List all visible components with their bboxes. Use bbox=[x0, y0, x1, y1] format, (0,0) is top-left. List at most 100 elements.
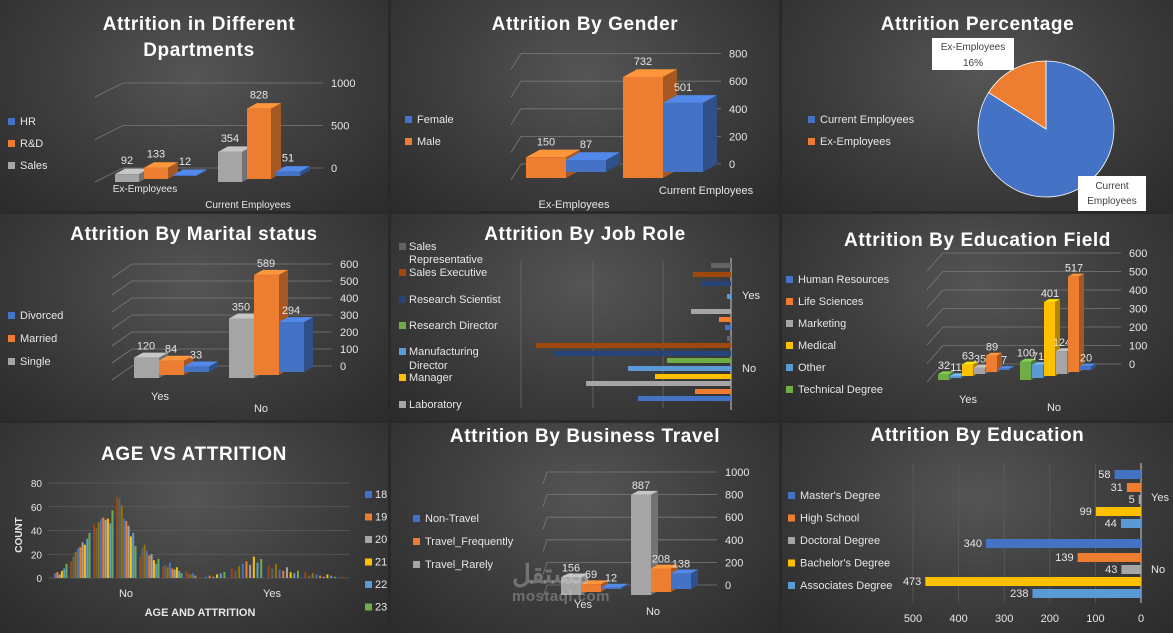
axis-tick-label: 300 bbox=[340, 310, 358, 322]
bar-no bbox=[1032, 589, 1141, 598]
category-label: Ex-Employees bbox=[539, 199, 610, 211]
data-label: 12 bbox=[605, 573, 617, 585]
bar-no bbox=[136, 553, 139, 578]
panel-marital: Attrition By Marital status Divorced Marr… bbox=[0, 214, 388, 420]
bar-yes bbox=[208, 575, 211, 578]
legend-label: Representative bbox=[409, 254, 483, 266]
bar-rd bbox=[247, 103, 281, 179]
bar-yes bbox=[252, 556, 255, 578]
legend-swatch bbox=[808, 116, 815, 123]
data-label: 124 bbox=[1053, 337, 1071, 349]
data-label: 5 bbox=[1129, 494, 1135, 506]
bar-nontravel-front bbox=[601, 587, 621, 589]
data-label: 208 bbox=[652, 553, 670, 565]
chart-svg-percentage: Current Employees Ex-Employees Ex-Employee… bbox=[808, 38, 1146, 211]
bar-hr-front bbox=[276, 171, 300, 176]
legend-label: Sales bbox=[409, 241, 437, 253]
bar-no bbox=[123, 518, 125, 578]
bar-yes bbox=[219, 573, 222, 578]
data-label: 84 bbox=[165, 344, 177, 356]
gridline bbox=[542, 561, 717, 575]
bar-divorced-side bbox=[209, 361, 218, 372]
data-label: 63 bbox=[962, 350, 974, 362]
bar-lifesciences-front bbox=[1068, 276, 1079, 372]
bar-humanresources bbox=[1080, 363, 1096, 370]
data-label: 401 bbox=[1041, 288, 1059, 300]
bar-no bbox=[118, 498, 121, 578]
bar-no bbox=[109, 523, 112, 578]
gridline bbox=[926, 308, 1121, 327]
bar-travelrarely-front bbox=[631, 494, 651, 595]
chart-title: Attrition By Education bbox=[870, 425, 1085, 446]
chart-svg-departments: HR R&D Sales 0 500 1000 92 133 12 Ex-Employees 354… bbox=[8, 78, 355, 211]
bar-male-front bbox=[526, 157, 566, 178]
bar-yes bbox=[263, 567, 266, 578]
bar-yes bbox=[238, 566, 241, 578]
legend-swatch bbox=[399, 296, 406, 303]
data-label: 517 bbox=[1065, 262, 1083, 274]
bar-yes bbox=[223, 572, 226, 578]
bar-yes bbox=[333, 576, 336, 578]
data-label: 12 bbox=[179, 156, 191, 168]
bar-no bbox=[86, 538, 89, 578]
data-label: 238 bbox=[1010, 588, 1028, 600]
data-label: 887 bbox=[632, 480, 650, 492]
gridline bbox=[542, 539, 717, 552]
data-label: 43 bbox=[1105, 564, 1117, 576]
legend-label: 20 bbox=[375, 534, 387, 546]
legend-swatch bbox=[413, 538, 420, 545]
bar-no bbox=[1121, 565, 1141, 574]
data-label: 501 bbox=[674, 82, 692, 94]
data-label: 732 bbox=[634, 56, 652, 68]
bar-yes bbox=[719, 317, 731, 322]
bar-no bbox=[83, 544, 86, 578]
data-label: 294 bbox=[282, 305, 300, 317]
axis-tick-label: 400 bbox=[340, 293, 358, 305]
data-label: 354 bbox=[221, 133, 239, 145]
legend-swatch bbox=[413, 515, 420, 522]
legend-label: Travel_Rarely bbox=[425, 559, 494, 571]
legend-swatch bbox=[8, 312, 15, 319]
bar-yes bbox=[341, 576, 344, 578]
legend-label: Research Scientist bbox=[409, 294, 501, 306]
gridline bbox=[94, 82, 323, 98]
chart-title: Attrition By Business Travel bbox=[449, 426, 721, 447]
axis-tick-label: 0 bbox=[340, 361, 346, 373]
bar-humanresources-front bbox=[998, 368, 1009, 370]
axis-tick-label: 200 bbox=[340, 327, 358, 339]
bar-other-front bbox=[950, 375, 961, 378]
panel-gender: Attrition By Gender Female Male 0 200 400 600… bbox=[391, 0, 779, 211]
bar-no bbox=[93, 524, 96, 578]
callout-label: Ex-Employees bbox=[941, 42, 1005, 53]
bar-female bbox=[663, 95, 717, 172]
bar-no bbox=[65, 563, 68, 578]
axis-tick-label: 600 bbox=[725, 512, 743, 524]
legend-swatch bbox=[405, 116, 412, 123]
category-label: Yes bbox=[574, 599, 592, 611]
bar-other-front bbox=[1032, 364, 1043, 378]
axis-tick-label: 20 bbox=[31, 550, 43, 561]
legend-label: Doctoral Degree bbox=[800, 535, 880, 547]
data-label: 51 bbox=[282, 153, 294, 165]
data-label: 69 bbox=[585, 569, 597, 581]
data-label: 589 bbox=[257, 258, 275, 270]
bar-hr-top bbox=[173, 169, 207, 175]
panel-jobrole: Attrition By Job Role Sales Representativ… bbox=[391, 214, 779, 420]
watermark: مستقل mostaql.com bbox=[512, 560, 610, 606]
bar-technicaldegree-front bbox=[1020, 361, 1031, 380]
bar-yes bbox=[205, 576, 207, 578]
category-label: Current Employees bbox=[659, 185, 754, 197]
data-label: 20 bbox=[1080, 352, 1092, 364]
axis-tick-label: 200 bbox=[1041, 613, 1059, 625]
legend-swatch bbox=[399, 374, 406, 381]
bar-yes bbox=[297, 570, 299, 578]
axis-tick-label: 0 bbox=[331, 163, 337, 175]
data-label: 7 bbox=[1001, 355, 1007, 367]
legend-swatch bbox=[788, 537, 795, 544]
bar-hr-side bbox=[300, 166, 310, 176]
axis-tick-label: 800 bbox=[725, 490, 743, 502]
bar-no bbox=[141, 548, 144, 578]
bar-no bbox=[77, 548, 79, 578]
data-label: 89 bbox=[986, 342, 998, 354]
axis-tick-label: 0 bbox=[1129, 359, 1135, 371]
